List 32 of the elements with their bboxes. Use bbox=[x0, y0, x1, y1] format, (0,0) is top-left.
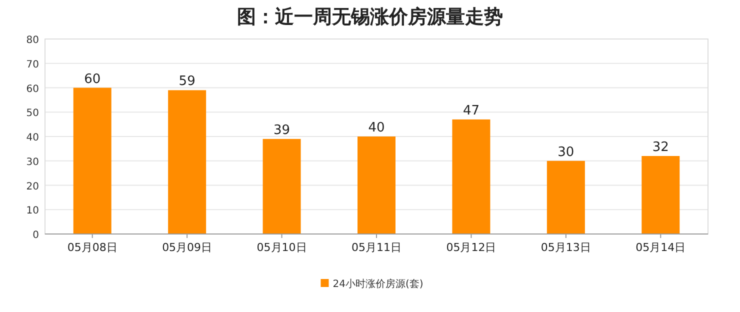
y-tick-label: 50 bbox=[26, 108, 39, 120]
bar bbox=[262, 138, 301, 234]
data-label: 59 bbox=[178, 74, 196, 90]
y-tick-label: 30 bbox=[26, 156, 39, 168]
bar bbox=[642, 156, 680, 234]
bar bbox=[452, 119, 490, 234]
y-tick-label: 20 bbox=[26, 181, 39, 192]
y-tick-label: 60 bbox=[26, 84, 39, 95]
chart-title: 图：近一周无锡涨价房源量走势 bbox=[237, 6, 503, 28]
bar bbox=[546, 160, 585, 234]
x-tick-label: 05月14日 bbox=[636, 241, 686, 254]
data-label: 39 bbox=[274, 122, 290, 138]
bar bbox=[73, 88, 112, 234]
bar bbox=[168, 90, 206, 234]
data-label: 40 bbox=[368, 120, 385, 136]
data-label: 32 bbox=[652, 140, 669, 155]
x-tick-label: 05月08日 bbox=[67, 241, 118, 254]
x-tick-label: 05月11日 bbox=[352, 241, 402, 254]
y-tick-label: 70 bbox=[26, 59, 39, 70]
y-tick-label: 40 bbox=[26, 132, 39, 144]
data-label: 47 bbox=[462, 103, 480, 118]
data-label: 30 bbox=[558, 144, 574, 160]
data-label: 60 bbox=[84, 72, 101, 87]
x-tick-label: 05月12日 bbox=[446, 241, 496, 254]
x-tick-label: 05月13日 bbox=[540, 241, 591, 254]
legend-label: 24小时涨价房源(套) bbox=[332, 278, 424, 290]
y-tick-label: 10 bbox=[26, 206, 39, 217]
x-tick-label: 05月09日 bbox=[162, 241, 212, 254]
bar bbox=[358, 136, 396, 234]
y-tick-label: 80 bbox=[26, 35, 39, 46]
y-tick-label: 0 bbox=[32, 230, 39, 241]
x-tick-label: 05月10日 bbox=[256, 241, 307, 254]
